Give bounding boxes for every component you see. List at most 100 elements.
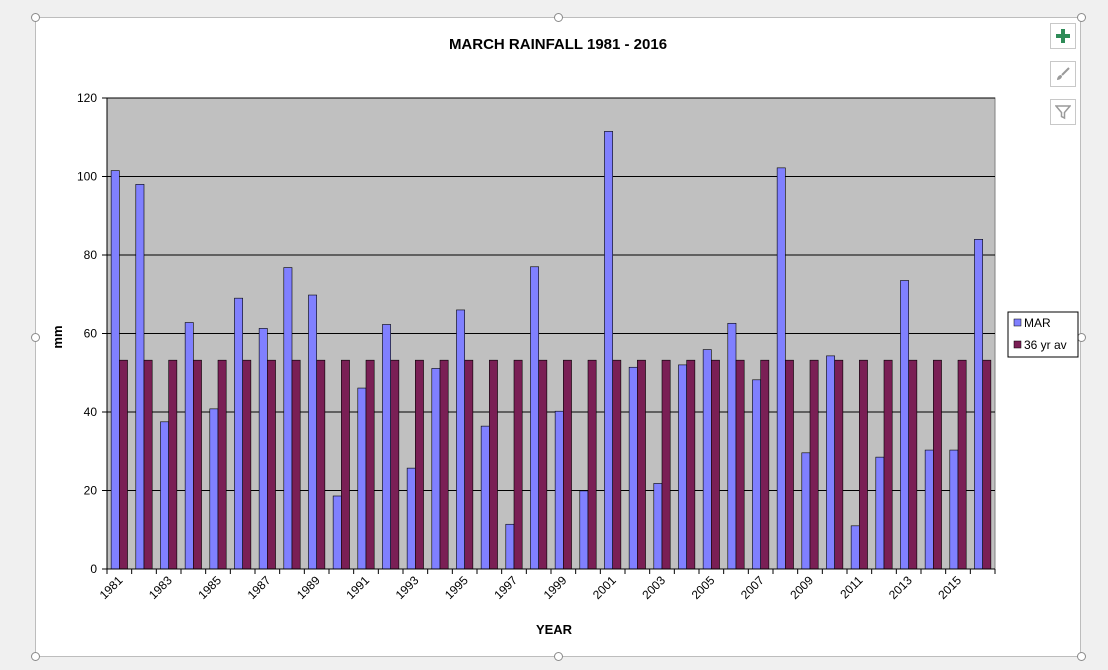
bar-mar [258,328,268,570]
bar-36-yr-av [834,359,844,570]
resize-handle-bottom-right[interactable] [1077,652,1086,661]
x-tick-label: 2005 [689,573,718,602]
resize-handle-top-center[interactable] [554,13,563,22]
bar-mar [332,495,342,570]
y-tick-label: 100 [77,170,97,184]
y-tick-label: 60 [84,327,98,341]
bar-36-yr-av [365,359,375,570]
bar-mar [678,364,687,570]
bar-mar [160,421,169,570]
y-tick-labels: 0 20 40 60 80 100 120 [77,91,107,576]
x-tick-label: 1981 [97,573,126,602]
chart-styles-button[interactable] [1050,61,1076,87]
chart-filters-button[interactable] [1050,99,1076,125]
bar-36-yr-av [933,359,942,570]
bar-36-yr-av [809,359,819,570]
resize-handle-bottom-left[interactable] [31,652,40,661]
bar-mar [826,355,835,570]
resize-handle-top-right[interactable] [1077,13,1086,22]
bar-36-yr-av [883,359,893,570]
bar-36-yr-av [464,359,474,570]
x-tick-label: 2015 [935,573,964,602]
bar-mar [406,467,416,570]
bar-mar [357,387,367,570]
bar-mar [875,456,885,570]
bar-36-yr-av [168,359,178,570]
bar-mar [727,322,737,570]
y-tick-label: 40 [84,405,98,419]
y-tick-label: 120 [77,91,97,105]
x-tick-label: 1983 [146,573,175,602]
bar-mar [135,184,145,570]
bar-mar [382,324,391,570]
x-tick-label: 1989 [294,573,323,602]
bar-mar [604,131,613,570]
bar-36-yr-av [637,359,646,570]
bar-36-yr-av [908,359,918,570]
legend-swatch-36-yr-av [1013,340,1022,349]
resize-handle-top-left[interactable] [31,13,40,22]
legend-swatch-mar [1013,318,1022,327]
filter-icon [1055,105,1071,120]
bar-36-yr-av [957,359,967,570]
bar-36-yr-av [859,359,868,570]
bar-36-yr-av [686,359,696,570]
bar-mar [480,425,490,570]
bar-36-yr-av [661,359,671,570]
bar-mar [653,483,663,570]
bar-mar [949,449,959,570]
x-tick-label: 1985 [195,573,224,602]
bar-36-yr-av [735,359,745,570]
y-tick-label: 80 [84,248,98,262]
bar-mar [234,297,243,570]
y-axis-title: mm [50,325,65,348]
bar-36-yr-av [760,359,770,570]
gridlines [107,97,995,491]
x-tick-label: 1991 [343,573,372,602]
x-tick-label: 1993 [393,573,422,602]
bar-36-yr-av [143,359,153,570]
bar-36-yr-av [242,359,252,570]
bar-36-yr-av [341,359,350,570]
bar-36-yr-av [711,359,720,570]
bar-36-yr-av [217,359,227,570]
x-tick-label: 2009 [787,573,816,602]
x-tick-labels: 1981 1983 1985 1987 1989 1991 1993 1995 1997 1999… [97,573,965,602]
bar-36-yr-av [390,359,400,570]
legend[interactable]: MAR 36 yr av [1007,311,1079,358]
bar-mar [900,280,909,570]
bar-36-yr-av [489,359,498,570]
bar-mar [752,379,761,570]
bar-mar [850,525,860,570]
bar-36-yr-av [513,359,523,570]
resize-handle-middle-left[interactable] [31,333,40,342]
y-tick-label: 20 [84,484,98,498]
bar-mar [283,267,293,570]
bar-mar [579,490,589,570]
bar-36-yr-av [291,359,301,570]
bar-mar [209,408,219,570]
bar-mar [924,449,934,570]
x-tick-label: 2013 [886,573,915,602]
plus-icon [1056,29,1070,43]
resize-handle-bottom-center[interactable] [554,652,563,661]
bar-36-yr-av [612,359,622,570]
y-tick-label: 0 [90,562,97,576]
bar-36-yr-av [193,359,202,570]
chart-elements-button[interactable] [1050,23,1076,49]
x-tick-label: 2001 [590,573,619,602]
bar-mar [776,167,786,570]
x-tick-label: 2011 [837,573,865,601]
x-axis-title: YEAR [536,622,573,637]
bar-36-yr-av [119,359,128,570]
bar-36-yr-av [563,359,572,570]
x-tick-label: 1995 [442,573,471,602]
x-tick-label: 1997 [491,573,520,602]
bar-36-yr-av [439,359,449,570]
bar-36-yr-av [785,359,794,570]
bar-mar [554,410,564,570]
bar-36-yr-av [316,359,326,570]
chart-title: MARCH RAINFALL 1981 - 2016 [449,36,667,53]
bar-36-yr-av [538,359,548,570]
